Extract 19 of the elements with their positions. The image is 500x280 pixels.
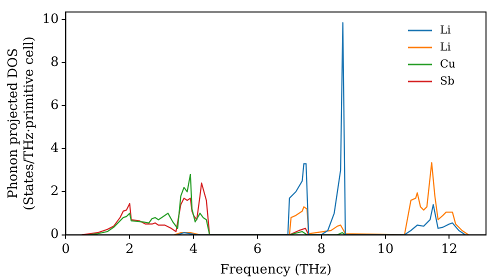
x-tick-label: 12 <box>440 242 458 257</box>
legend-label: Li <box>440 23 452 36</box>
y-axis-title: Phonon projected DOS (States/THz·primitive cell) <box>6 36 37 210</box>
x-tick-label: 8 <box>317 242 326 257</box>
x-tick-label: 4 <box>189 242 198 257</box>
x-tick-label: 2 <box>126 242 134 257</box>
y-tick-label: 10 <box>42 12 59 27</box>
legend-label: Cu <box>440 57 456 70</box>
y-tick-label: 8 <box>50 54 59 70</box>
x-tick-label: 10 <box>377 242 394 257</box>
y-tick-label: 4 <box>50 141 59 156</box>
x-tick-label: 0 <box>62 242 70 257</box>
y-tick-label: 6 <box>50 98 59 114</box>
legend-label: Sb <box>440 74 455 88</box>
y-tick-label: 0 <box>50 227 59 242</box>
x-axis-title: Frequency (THz) <box>220 262 332 278</box>
legend-label: Li <box>440 40 452 54</box>
x-tick-label: 6 <box>253 242 262 257</box>
y-tick-label: 2 <box>50 184 59 200</box>
